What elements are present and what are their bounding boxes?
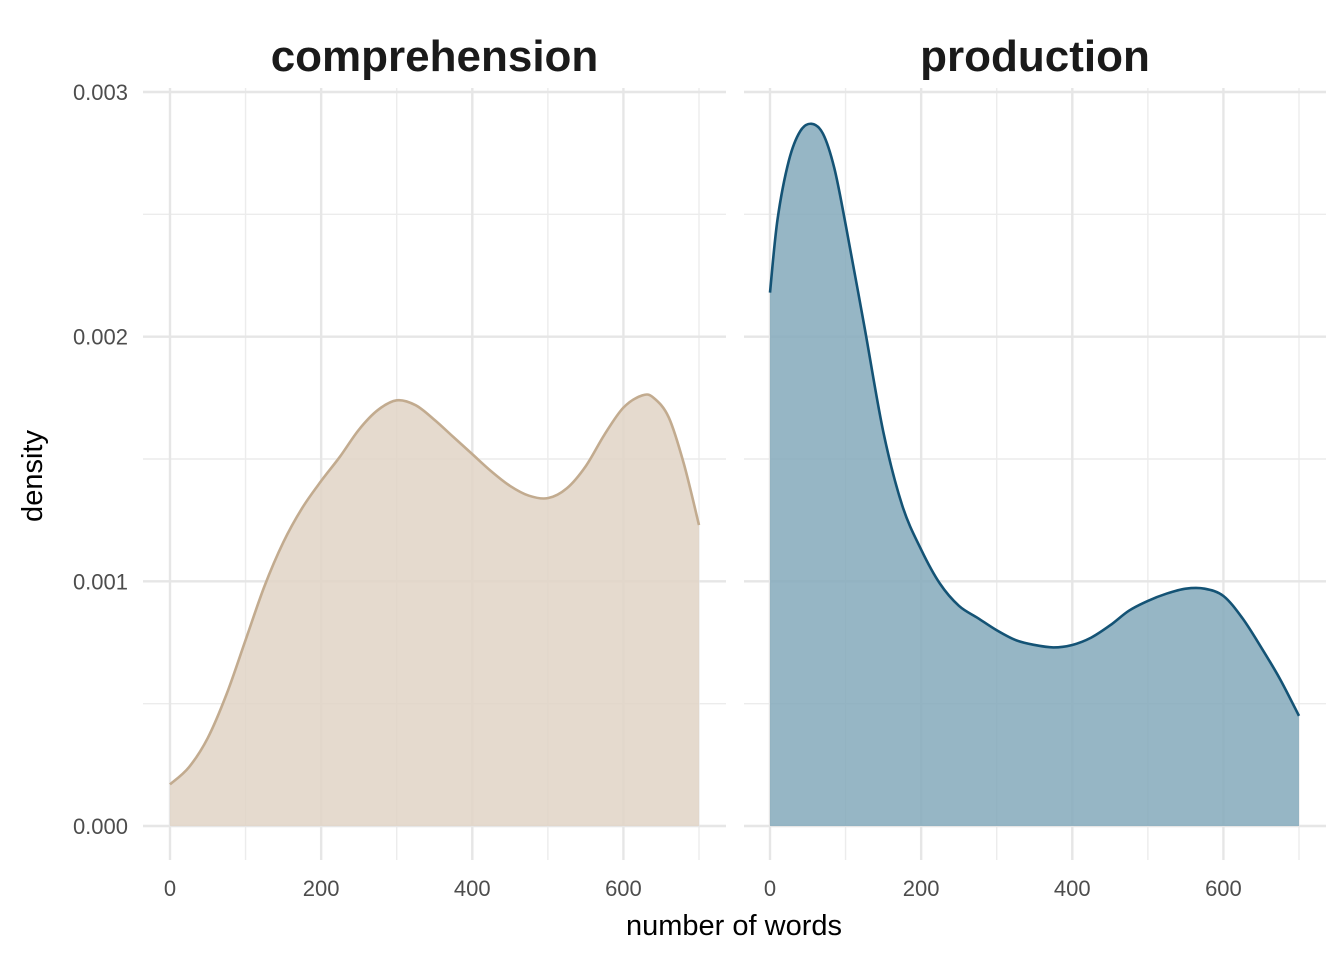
x-tick-label: 600 [605,876,642,901]
y-tick-labels: 0.000 0.001 0.002 0.003 [73,80,128,839]
panel-production: production 0 200 400 600 [744,32,1326,901]
y-tick-label: 0.000 [73,814,128,839]
density-area-comprehension [170,394,699,826]
density-area-production [770,123,1299,826]
panel-title-production: production [920,32,1150,81]
y-tick-label: 0.002 [73,325,128,350]
x-axis-title: number of words [626,910,842,942]
y-axis-title: density [17,430,49,522]
x-tick-label: 0 [764,876,776,901]
x-tick-label: 600 [1205,876,1242,901]
y-tick-label: 0.001 [73,569,128,594]
x-tick-label: 200 [903,876,940,901]
density-line-comprehension [169,393,701,786]
x-tick-label: 200 [303,876,340,901]
x-tick-label: 400 [454,876,491,901]
y-tick-label: 0.003 [73,80,128,105]
density-line-production [768,122,1301,717]
x-tick-label: 0 [164,876,176,901]
panel-comprehension: comprehension 0 200 400 600 [143,32,726,901]
x-tick-label: 400 [1054,876,1091,901]
x-tick-labels-comprehension: 0 200 400 600 [164,876,642,901]
x-tick-labels-production: 0 200 400 600 [764,876,1242,901]
panel-title-comprehension: comprehension [271,32,599,81]
